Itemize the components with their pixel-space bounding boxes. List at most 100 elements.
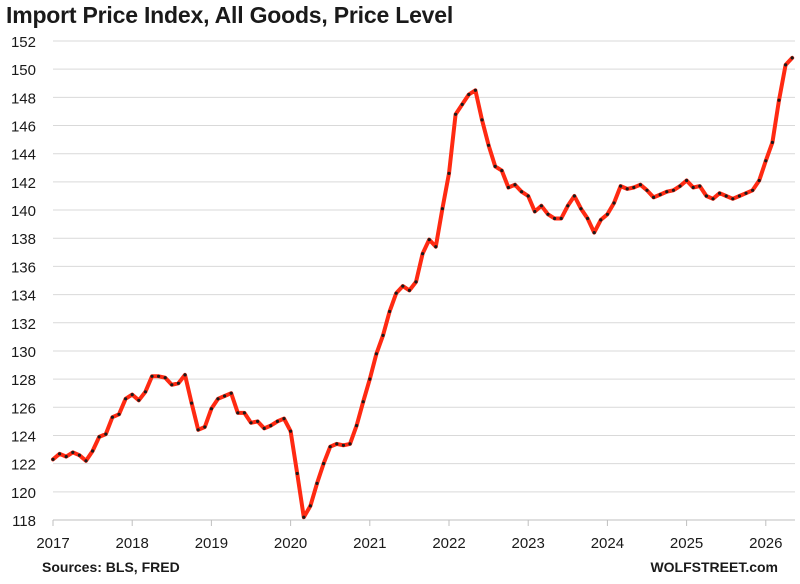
chart-title: Import Price Index, All Goods, Price Lev… — [6, 2, 454, 28]
data-point — [315, 481, 319, 485]
y-tick-label: 140 — [11, 203, 36, 220]
data-point — [355, 424, 359, 428]
data-point — [64, 455, 68, 459]
y-tick-label: 134 — [11, 288, 36, 305]
data-point — [209, 407, 213, 411]
data-point — [91, 449, 95, 453]
y-tick-label: 120 — [11, 485, 36, 502]
data-point — [249, 421, 253, 425]
data-point — [724, 194, 728, 198]
data-point — [374, 352, 378, 356]
data-point — [269, 424, 273, 428]
data-point — [401, 284, 405, 288]
data-point — [566, 204, 570, 208]
y-tick-labels: 118 120 122 124 126 128 130 132 134 136 138 140 142 1… — [11, 34, 36, 530]
data-point — [500, 169, 504, 173]
data-point — [777, 98, 781, 102]
data-point — [104, 432, 108, 436]
data-point — [137, 398, 141, 402]
x-tick-label: 2024 — [591, 535, 624, 552]
x-tick-label: 2019 — [195, 535, 228, 552]
gridlines — [53, 40, 795, 493]
y-tick-label: 150 — [11, 62, 36, 79]
data-point — [143, 390, 147, 394]
data-point — [770, 140, 775, 144]
data-point — [282, 417, 286, 421]
data-point — [520, 190, 524, 194]
data-point — [110, 415, 114, 419]
y-tick-label: 148 — [11, 90, 36, 107]
data-point — [480, 118, 484, 122]
data-point — [625, 187, 629, 191]
y-tick-label: 146 — [11, 119, 36, 136]
y-tick-label: 144 — [11, 147, 36, 164]
data-point — [731, 197, 735, 201]
x-tick-label: 2025 — [670, 535, 703, 552]
data-point — [124, 397, 128, 401]
series-line — [51, 55, 795, 520]
data-point — [176, 381, 180, 385]
data-point — [368, 377, 372, 381]
x-tick-labels: 2017 2018 2019 2020 2021 2022 2023 2024 2025 2026 — [36, 535, 782, 552]
data-point — [586, 216, 590, 221]
brand-label: WOLFSTREET.com — [650, 559, 778, 575]
data-point — [262, 426, 266, 430]
data-point — [493, 164, 497, 168]
y-tick-label: 142 — [11, 175, 36, 192]
data-point — [414, 280, 418, 284]
y-tick-label: 128 — [11, 372, 36, 389]
data-point — [764, 159, 768, 163]
data-point — [302, 515, 306, 519]
data-point — [97, 435, 101, 439]
y-tick-label: 136 — [11, 259, 36, 276]
data-point — [533, 209, 537, 214]
data-point — [407, 288, 411, 292]
data-point — [341, 443, 345, 447]
y-tick-label: 138 — [11, 231, 36, 248]
data-point — [645, 188, 649, 192]
price-series — [51, 55, 795, 520]
data-point — [295, 471, 299, 476]
data-point — [216, 397, 220, 401]
data-point — [546, 212, 550, 216]
data-point — [163, 376, 167, 380]
data-point — [229, 391, 233, 395]
data-point — [652, 195, 656, 199]
data-point — [632, 185, 636, 190]
data-point — [77, 453, 81, 457]
y-tick-label: 132 — [11, 316, 36, 333]
data-point — [467, 92, 471, 97]
x-tick-label: 2017 — [36, 535, 69, 552]
data-point — [434, 245, 438, 249]
data-point — [678, 184, 682, 188]
data-point — [223, 394, 227, 398]
data-point — [58, 452, 62, 456]
data-point — [84, 459, 88, 463]
data-point — [685, 178, 689, 183]
data-point — [440, 207, 444, 211]
data-point — [704, 194, 709, 198]
data-point — [157, 374, 161, 378]
data-point — [203, 425, 207, 429]
x-tick-label: 2026 — [749, 535, 782, 552]
data-point — [117, 412, 121, 416]
data-point — [539, 204, 544, 208]
data-point — [196, 428, 200, 432]
y-tick-label: 130 — [11, 344, 36, 361]
data-point — [460, 102, 464, 106]
data-point — [751, 188, 755, 192]
data-point — [473, 88, 477, 92]
data-point — [150, 374, 154, 378]
data-point — [487, 143, 491, 147]
data-point — [526, 194, 530, 198]
x-tick-label: 2020 — [274, 535, 307, 552]
y-tick-label: 126 — [11, 400, 36, 417]
data-point — [619, 184, 623, 188]
data-point — [572, 194, 577, 198]
y-tick-label: 122 — [11, 457, 36, 474]
y-tick-label: 118 — [12, 513, 36, 530]
data-point — [506, 185, 510, 190]
data-point — [183, 373, 187, 377]
y-tick-label: 124 — [11, 428, 36, 445]
data-point — [790, 56, 794, 60]
